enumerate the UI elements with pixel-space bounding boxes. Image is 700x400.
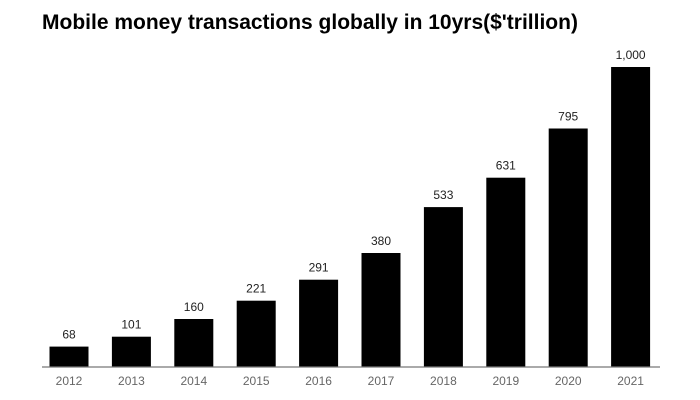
bar-2016 xyxy=(299,279,339,367)
bar-2013 xyxy=(111,336,151,367)
data-label-2018: 533 xyxy=(433,188,453,202)
bar-2017 xyxy=(361,253,401,367)
x-tick-2015: 2015 xyxy=(243,374,270,388)
x-tick-2013: 2013 xyxy=(118,374,145,388)
bar-2014 xyxy=(174,319,214,367)
x-tick-2018: 2018 xyxy=(430,374,457,388)
x-tick-2021: 2021 xyxy=(617,374,644,388)
chart-title: Mobile money transactions globally in 10… xyxy=(42,11,578,34)
data-label-2015: 221 xyxy=(246,282,266,296)
x-tick-2020: 2020 xyxy=(555,374,582,388)
x-tick-2019: 2019 xyxy=(492,374,519,388)
data-label-2019: 631 xyxy=(496,159,516,173)
bar-2018 xyxy=(423,207,463,367)
data-label-2016: 291 xyxy=(309,261,329,275)
bar-2015 xyxy=(236,300,276,367)
data-label-2020: 795 xyxy=(558,110,578,124)
bar-2021 xyxy=(611,67,651,367)
x-tick-2016: 2016 xyxy=(305,374,332,388)
bar-2019 xyxy=(486,177,526,367)
x-tick-2017: 2017 xyxy=(368,374,395,388)
x-tick-2014: 2014 xyxy=(180,374,207,388)
bar-2020 xyxy=(548,128,588,367)
data-label-2017: 380 xyxy=(371,234,391,248)
data-label-2014: 160 xyxy=(184,300,204,314)
data-label-2021: 1,000 xyxy=(616,48,646,62)
data-label-2012: 68 xyxy=(62,328,76,342)
data-label-2013: 101 xyxy=(121,318,141,332)
x-tick-2012: 2012 xyxy=(56,374,83,388)
bar-2012 xyxy=(49,346,89,367)
